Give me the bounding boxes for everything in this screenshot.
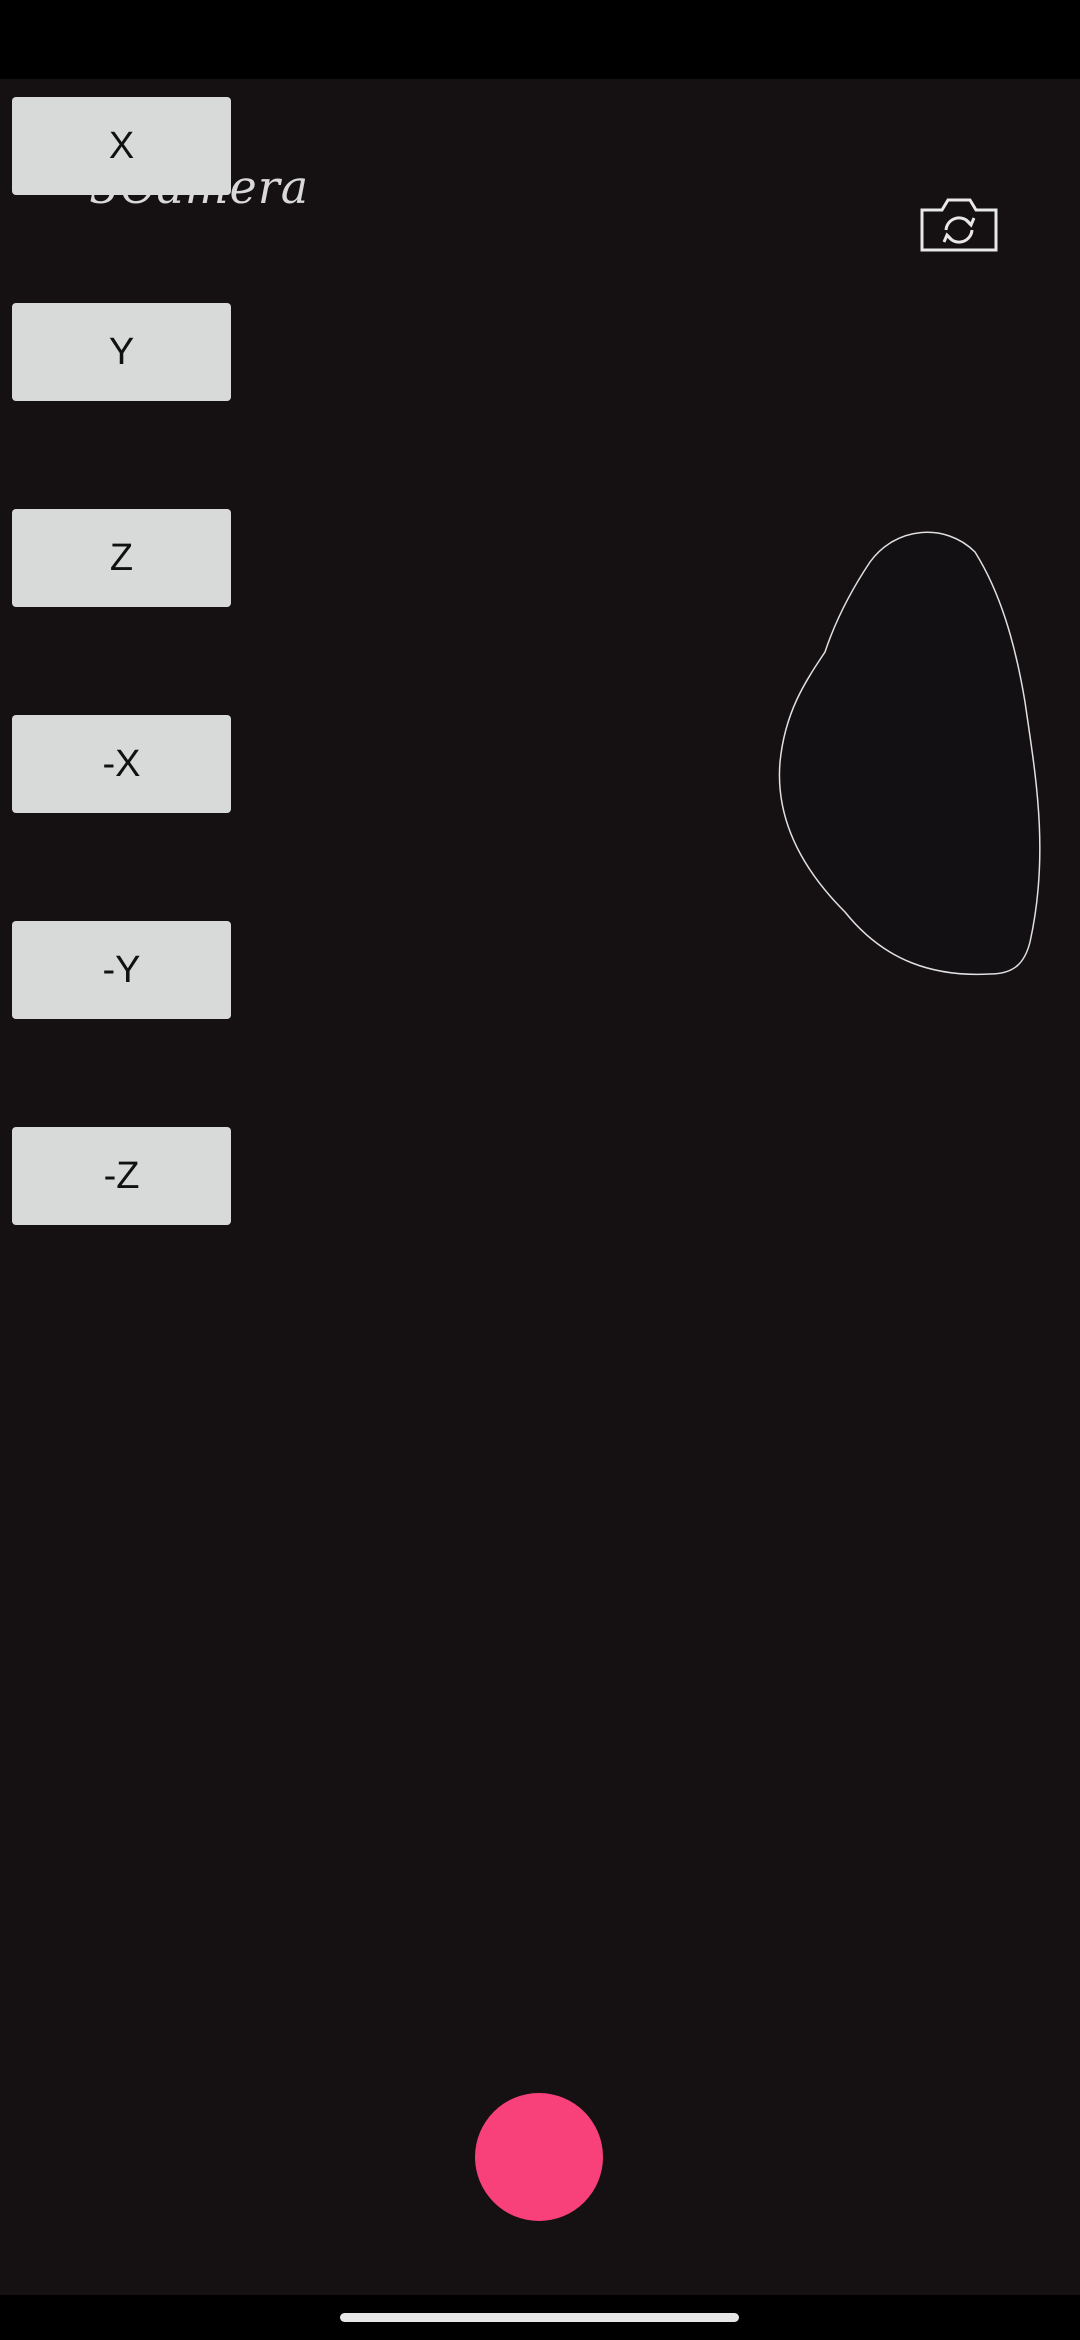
- home-indicator[interactable]: [340, 2313, 739, 2322]
- axis-button[interactable]: -X: [12, 715, 231, 813]
- axis-button[interactable]: X: [12, 97, 231, 195]
- record-button[interactable]: [475, 2093, 603, 2221]
- drawn-outline: [778, 531, 1041, 976]
- axis-button[interactable]: Z: [12, 509, 231, 607]
- axis-button[interactable]: -Y: [12, 921, 231, 1019]
- axis-button[interactable]: Y: [12, 303, 231, 401]
- switch-camera-icon[interactable]: [918, 196, 1000, 254]
- status-bar: [0, 0, 1080, 79]
- axis-button[interactable]: -Z: [12, 1127, 231, 1225]
